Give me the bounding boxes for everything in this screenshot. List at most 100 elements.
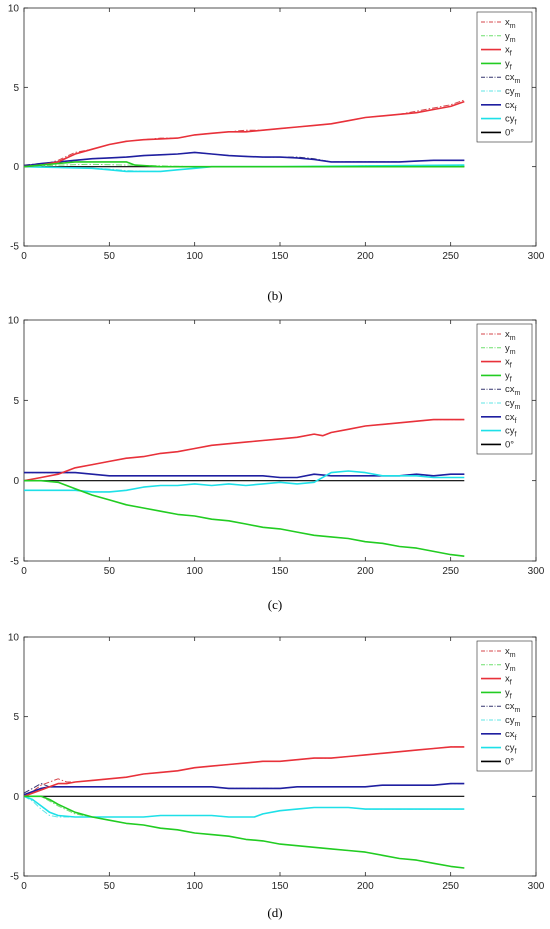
plot-area <box>23 636 537 877</box>
x-tick-label: 100 <box>186 566 203 577</box>
legend-label-main: y <box>505 31 510 42</box>
y-tick-label: 5 <box>13 712 19 723</box>
legend-label-main: x <box>505 646 510 657</box>
series-line-cxf <box>24 782 465 796</box>
x-tick-label: 200 <box>357 881 374 892</box>
legend-label-sub: m <box>515 390 521 397</box>
legend-box <box>476 323 533 455</box>
legend-label: xm <box>505 329 516 342</box>
legend-label-sub: f <box>510 680 512 687</box>
legend-label-sub: f <box>515 749 517 756</box>
series-group <box>24 746 465 869</box>
x-tick-label: 250 <box>442 566 459 577</box>
chart-panel-c: 0 50 100 150 200 250 300-50510xmymxfyfcxmcymcx… <box>8 316 545 578</box>
series-line-cxf <box>24 151 465 167</box>
legend-label-sub: f <box>510 363 512 370</box>
legend-label-sub: m <box>510 335 516 342</box>
legend-label: xf <box>505 357 512 370</box>
legend-label-sub: f <box>510 376 512 383</box>
series-line-xf <box>24 100 465 168</box>
series-group <box>24 99 465 173</box>
legend-label-sub: f <box>515 106 517 113</box>
legend-label: 0° <box>505 127 514 138</box>
chart-panel-d: 0 50 100 150 200 250 300-50510xmymxfyfcxmcymcx… <box>8 633 545 893</box>
legend-label: xm <box>505 17 516 30</box>
legend-label-main: cx <box>505 412 515 423</box>
series-line-xf <box>24 418 465 482</box>
panel-caption-d: (d) <box>267 905 283 920</box>
legend-label-main: y <box>505 660 510 671</box>
legend-label: cym <box>505 86 521 99</box>
legend-label-main: cx <box>505 72 515 83</box>
x-tick-label: 300 <box>528 251 545 262</box>
legend-label-main: cy <box>505 715 515 726</box>
legend-label-main: 0° <box>505 756 514 767</box>
legend-label-main: x <box>505 357 510 368</box>
x-tick-label: 200 <box>357 566 374 577</box>
legend-label-main: cx <box>505 729 515 740</box>
series-group <box>24 418 465 557</box>
legend-label: cxf <box>505 100 517 113</box>
legend-label-sub: f <box>515 418 517 425</box>
legend-label-main: y <box>505 370 510 381</box>
y-tick-label: 5 <box>13 396 19 407</box>
legend-label-sub: m <box>510 652 516 659</box>
x-tick-label: 50 <box>104 881 116 892</box>
legend-label: xf <box>505 674 512 687</box>
x-tick-label: 0 <box>21 566 27 577</box>
y-tick-label: 0 <box>13 162 19 173</box>
x-tick-label: 150 <box>272 251 289 262</box>
legend-label-sub: m <box>510 349 516 356</box>
legend-label: cxm <box>505 701 521 714</box>
legend-label-sub: m <box>515 92 521 99</box>
legend-label: cxf <box>505 412 517 425</box>
x-tick-label: 0 <box>21 251 27 262</box>
legend-label-main: cy <box>505 743 515 754</box>
series-line-cyf <box>24 470 465 493</box>
legend-label-sub: m <box>515 721 521 728</box>
legend-label-main: cx <box>505 100 515 111</box>
x-tick-label: 50 <box>104 566 116 577</box>
x-tick-label: 200 <box>357 251 374 262</box>
x-tick-label: 100 <box>186 881 203 892</box>
legend-box <box>476 640 533 772</box>
legend-label-main: x <box>505 329 510 340</box>
y-tick-label: -5 <box>10 242 19 253</box>
legend-label-sub: m <box>515 78 521 85</box>
legend-label: yf <box>505 370 512 383</box>
y-tick-label: 0 <box>13 476 19 487</box>
legend-label-main: x <box>505 674 510 685</box>
panel-caption-c: (c) <box>267 597 283 612</box>
legend-label-sub: f <box>515 735 517 742</box>
legend-label-main: x <box>505 45 510 56</box>
legend-label-main: cy <box>505 426 515 437</box>
y-tick-label: 10 <box>8 4 20 15</box>
legend-label: cyf <box>505 114 517 127</box>
legend-label: cxf <box>505 729 517 742</box>
legend-label: cxm <box>505 72 521 85</box>
legend-label-main: cy <box>505 114 515 125</box>
legend-label-main: x <box>505 17 510 28</box>
legend-label: xf <box>505 45 512 58</box>
legend-label: ym <box>505 343 516 356</box>
series-line-xf <box>24 746 465 798</box>
y-tick-label: 10 <box>8 633 20 644</box>
legend-label-sub: m <box>515 707 521 714</box>
x-tick-label: 250 <box>442 881 459 892</box>
legend-label: ym <box>505 660 516 673</box>
legend-label-main: cy <box>505 398 515 409</box>
legend-label: yf <box>505 58 512 71</box>
x-tick-label: 250 <box>442 251 459 262</box>
legend-label-sub: m <box>515 404 521 411</box>
legend-label-main: cx <box>505 701 515 712</box>
series-line-cyf <box>24 795 465 818</box>
legend-label: yf <box>505 687 512 700</box>
legend-label: cxm <box>505 384 521 397</box>
panel-caption-b: (b) <box>267 288 283 303</box>
series-line-yf <box>24 479 465 557</box>
legend-label: xm <box>505 646 516 659</box>
y-tick-label: 0 <box>13 792 19 803</box>
